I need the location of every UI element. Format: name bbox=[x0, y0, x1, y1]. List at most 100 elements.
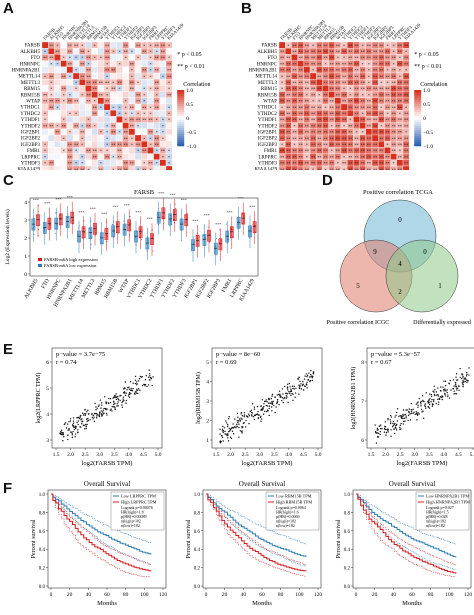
x-tick-label: 2.5 bbox=[82, 452, 89, 458]
scatter-point bbox=[308, 376, 311, 378]
heatmap-cell bbox=[359, 122, 366, 129]
significance-mark: *** bbox=[249, 205, 255, 210]
y-axis-label: Percent survival bbox=[336, 519, 342, 558]
heatmap-cell bbox=[390, 153, 397, 160]
scatter-point bbox=[408, 408, 410, 410]
outlier-point bbox=[163, 217, 165, 219]
significance-mark: * bbox=[143, 99, 145, 104]
significance-mark: ** bbox=[317, 105, 321, 110]
significance-mark: ** bbox=[130, 124, 134, 129]
significance-mark: ** bbox=[299, 136, 303, 141]
y-tick-label: 0.6 bbox=[194, 530, 201, 535]
significance-mark: ** bbox=[62, 87, 66, 92]
significance-mark: ** bbox=[292, 80, 296, 85]
significance-mark: * bbox=[168, 105, 170, 110]
significance-mark: ** bbox=[373, 87, 377, 92]
scatter-point bbox=[429, 398, 431, 400]
survival-stat-line: n(high)=182 bbox=[276, 519, 296, 524]
significance-mark: ** bbox=[286, 74, 290, 79]
scatter-point bbox=[464, 378, 467, 380]
scatter-point bbox=[74, 436, 76, 438]
heatmap-cell bbox=[60, 153, 67, 160]
significance-mark: ** bbox=[280, 56, 284, 61]
scatter-point bbox=[400, 416, 402, 418]
scatter-point bbox=[79, 416, 81, 419]
scatter-point bbox=[268, 407, 270, 410]
heatmap-cell bbox=[60, 66, 67, 74]
scatter-point bbox=[298, 393, 300, 395]
significance-mark: ** bbox=[49, 43, 53, 48]
scatter-point bbox=[139, 375, 142, 378]
scatter-point bbox=[120, 394, 122, 397]
scatter-point bbox=[311, 377, 313, 379]
survival-title: Overall Survival bbox=[389, 480, 436, 488]
heatmap-row-label: METTL3 bbox=[258, 81, 278, 86]
significance-mark: ** bbox=[361, 118, 365, 123]
outlier-point bbox=[118, 232, 120, 234]
colorbar-tick-label: −0.5 bbox=[423, 130, 433, 136]
significance-mark: ** bbox=[280, 161, 284, 166]
scatter-point bbox=[303, 389, 305, 391]
outlier-point bbox=[208, 226, 210, 228]
significance-mark: * bbox=[156, 149, 158, 154]
scatter-point bbox=[86, 420, 88, 422]
significance-mark: ** bbox=[292, 155, 296, 160]
scatter-point bbox=[384, 421, 387, 423]
heatmap-cell bbox=[128, 147, 136, 154]
colorbar-segment bbox=[177, 132, 185, 135]
significance-mark: ** bbox=[86, 56, 90, 61]
significance-mark: * bbox=[100, 149, 102, 154]
scatter-point bbox=[310, 376, 312, 378]
scatter-point bbox=[231, 430, 234, 433]
scatter-point bbox=[228, 416, 230, 418]
heatmap-cell bbox=[97, 66, 105, 74]
scatter-point bbox=[403, 417, 406, 420]
scatter-point bbox=[262, 413, 265, 415]
outlier-point bbox=[175, 208, 177, 210]
significance-mark: ** bbox=[348, 167, 352, 170]
significance-mark: ** bbox=[311, 161, 315, 166]
significance-mark: ** bbox=[367, 118, 371, 123]
significance-mark: * bbox=[293, 124, 295, 129]
outlier-point bbox=[117, 230, 119, 232]
significance-mark: ** bbox=[354, 136, 358, 141]
outlier-point bbox=[78, 227, 80, 229]
scatter-point bbox=[83, 424, 85, 427]
survival-curve-low bbox=[206, 493, 307, 558]
significance-mark: ** bbox=[305, 118, 309, 123]
scatter-point bbox=[77, 429, 79, 431]
heatmap-cell bbox=[85, 159, 92, 167]
scatter-point bbox=[92, 414, 95, 417]
heatmap-cell bbox=[134, 128, 142, 136]
significance-mark: ** bbox=[43, 99, 47, 104]
significance-mark: ** bbox=[342, 49, 346, 54]
outlier-point bbox=[37, 228, 39, 230]
significance-mark: * bbox=[281, 80, 283, 85]
outlier-point bbox=[105, 233, 107, 235]
scatter-point bbox=[86, 411, 88, 413]
outlier-point bbox=[90, 243, 92, 245]
x-tick-label: 3.5 bbox=[426, 452, 433, 458]
colorbar-segment bbox=[414, 120, 422, 123]
significance-mark: ** bbox=[292, 149, 296, 154]
heatmap-cell bbox=[66, 85, 74, 92]
significance-mark: ** bbox=[354, 99, 358, 104]
scatter-point bbox=[73, 426, 75, 429]
scatter-point bbox=[308, 372, 310, 374]
heatmap-row-label: METTL14 bbox=[18, 75, 40, 80]
scatter-point bbox=[282, 401, 285, 404]
heatmap-row-label: FMR1 bbox=[27, 149, 41, 154]
scatter-point bbox=[271, 401, 273, 403]
colorbar-title: Correlation bbox=[183, 82, 210, 88]
significance-mark: ** bbox=[398, 105, 402, 110]
significance-mark: ** bbox=[105, 56, 109, 61]
heatmap-cell bbox=[134, 85, 142, 92]
scatter-point bbox=[444, 388, 446, 390]
significance-mark: ** bbox=[373, 43, 377, 48]
significance-mark: * bbox=[312, 68, 314, 73]
significance-mark: ** bbox=[385, 56, 389, 61]
outlier-point bbox=[31, 228, 33, 230]
significance-mark: ** bbox=[124, 136, 128, 141]
heatmap-cell bbox=[141, 79, 148, 86]
heatmap-cell bbox=[110, 41, 117, 49]
